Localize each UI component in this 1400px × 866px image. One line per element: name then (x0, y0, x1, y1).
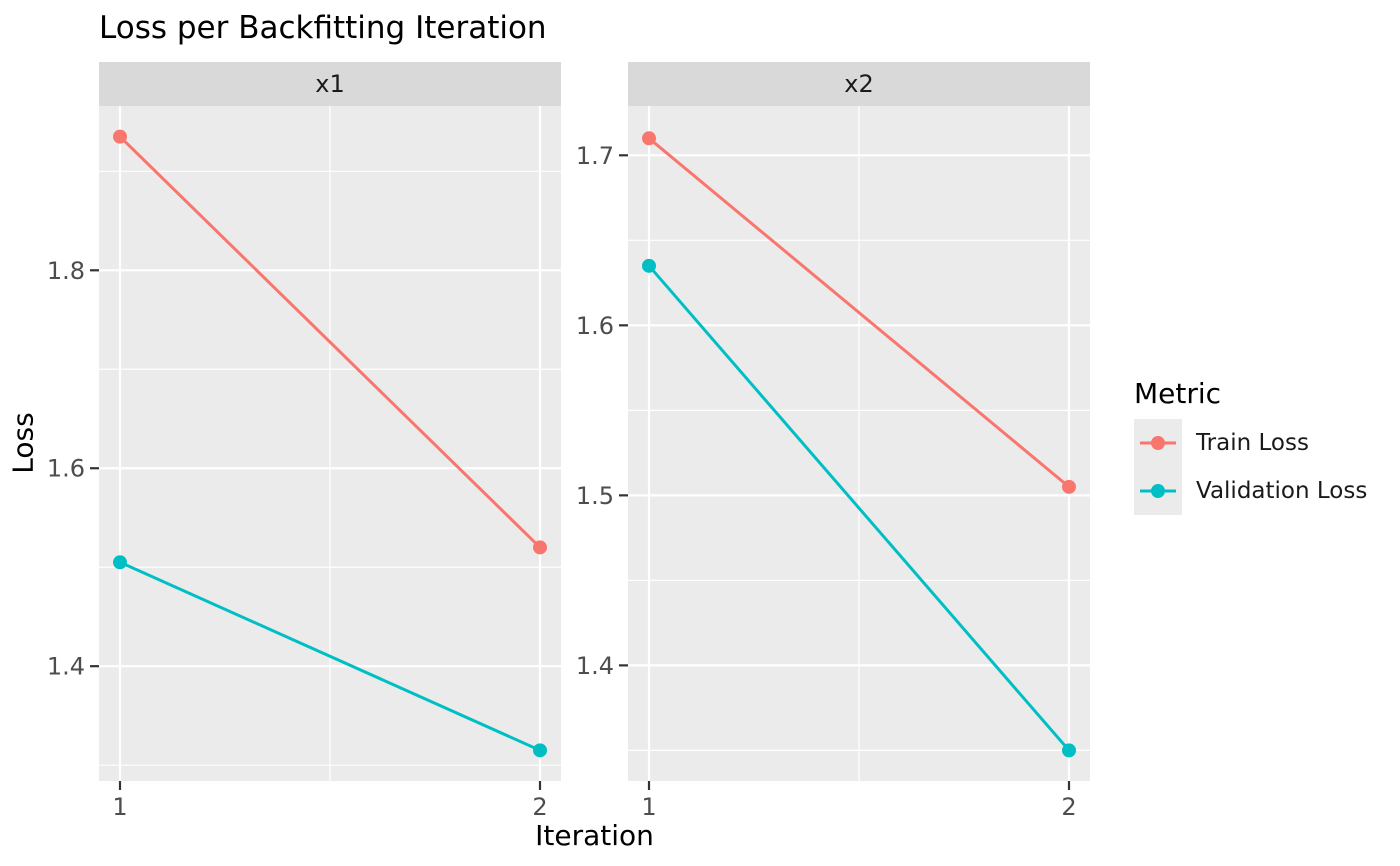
facet-strip-x2: x2 (628, 62, 1090, 106)
train-loss-point-x1-iter2 (533, 540, 547, 555)
y-tick-label: 1.8 (47, 257, 85, 285)
y-tick-label: 1.4 (47, 653, 85, 681)
y-tick-label: 1.4 (576, 652, 614, 680)
train-loss-line-x1 (118, 135, 542, 549)
validation-loss-point-x2-iter2 (1062, 743, 1076, 758)
legend: Metric Train Loss Validation Loss (1134, 377, 1367, 515)
facet-strip-x2-label: x2 (844, 70, 874, 98)
x-tick-label: 1 (641, 793, 656, 821)
chart-title: Loss per Backfitting Iteration (99, 10, 547, 46)
x-tick-label: 1 (112, 793, 127, 821)
validation-loss-point-x1-iter2 (533, 743, 547, 758)
legend-label-train-loss: Train Loss (1196, 430, 1309, 456)
facet-strip-x1-label: x1 (315, 70, 345, 98)
y-tick-label: 1.5 (576, 482, 614, 510)
legend-entry-train-loss: Train Loss (1134, 419, 1367, 467)
validation-loss-point-x1-iter1 (113, 555, 127, 570)
train-loss-point-x2-iter2 (1062, 479, 1076, 494)
legend-label-validation-loss: Validation Loss (1196, 478, 1368, 504)
train-loss-line-x2 (648, 137, 1070, 489)
validation-loss-line-x1 (119, 560, 541, 752)
facet-strip-x1: x1 (99, 62, 561, 106)
y-tick-label: 1.6 (576, 312, 614, 340)
y-tick-label: 1.6 (47, 455, 85, 483)
x-tick-label: 2 (532, 793, 547, 821)
x-tick-label: 2 (1061, 793, 1076, 821)
train-loss-point-x1-iter1 (113, 129, 127, 144)
validation-loss-point-x2-iter1 (642, 258, 656, 273)
legend-entry-validation-loss: Validation Loss (1134, 467, 1367, 515)
validation-loss-key-icon (1134, 467, 1182, 515)
legend-title: Metric (1134, 377, 1222, 410)
train-loss-key-icon (1134, 419, 1182, 467)
y-axis-title: Loss (6, 412, 40, 474)
validation-loss-line-x2 (647, 264, 1071, 752)
x-axis-title: Iteration (535, 819, 654, 852)
train-loss-point-x2-iter1 (642, 131, 656, 146)
y-tick-label: 1.7 (576, 142, 614, 170)
